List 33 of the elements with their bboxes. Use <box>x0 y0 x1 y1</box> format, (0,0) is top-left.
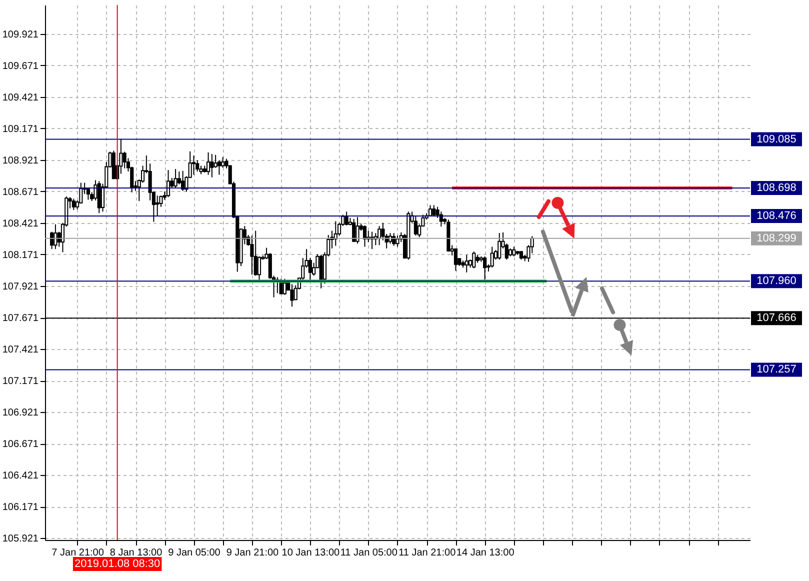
x-tick-label: 14 Jan 13:00 <box>456 548 515 558</box>
y-tick-label: 108.171 <box>2 250 39 261</box>
ref-line-label: 108.476 <box>756 210 796 222</box>
x-tick-label: 9 Jan 05:00 <box>168 548 221 558</box>
ref-line-label: 109.085 <box>756 133 796 146</box>
y-tick-label: 106.171 <box>2 502 39 514</box>
y-tick-label: 109.421 <box>2 92 39 104</box>
y-tick-label: 107.171 <box>2 376 39 388</box>
x-tick-label: 11 Jan 21:00 <box>398 548 456 558</box>
x-tick-label: 8 Jan 13:00 <box>110 548 163 558</box>
y-tick-label: 108.671 <box>2 186 39 198</box>
x-tick-label: 11 Jan 05:00 <box>340 548 398 558</box>
x-tick-label: 7 Jan 21:00 <box>52 548 104 558</box>
ref-line-label: 107.257 <box>756 364 796 376</box>
x-tick-label: 2019.01.08 08:30 <box>74 558 160 570</box>
y-tick-label: 108.421 <box>2 218 39 230</box>
y-tick-label: 107.921 <box>2 281 39 292</box>
y-tick-label: 109.671 <box>2 60 39 72</box>
y-tick-label: 109.921 <box>2 29 39 40</box>
y-tick-label: 106.921 <box>2 408 39 419</box>
ref-line-label: 108.698 <box>756 182 796 194</box>
ref-line-label: 107.666 <box>756 312 796 324</box>
y-tick-label: 106.671 <box>2 439 39 450</box>
x-tick-label: 9 Jan 21:00 <box>226 548 280 558</box>
y-tick-label: 107.671 <box>2 313 39 324</box>
y-tick-label: 106.421 <box>2 470 39 482</box>
ref-line-label: 107.960 <box>756 275 796 288</box>
x-tick-label: 10 Jan 13:00 <box>282 548 340 558</box>
y-tick-label: 105.921 <box>2 534 39 545</box>
y-tick-label: 108.921 <box>2 155 39 166</box>
y-tick-label: 107.421 <box>2 344 39 356</box>
ref-line-label: 108.299 <box>756 232 796 244</box>
y-tick-label: 109.171 <box>2 124 39 135</box>
